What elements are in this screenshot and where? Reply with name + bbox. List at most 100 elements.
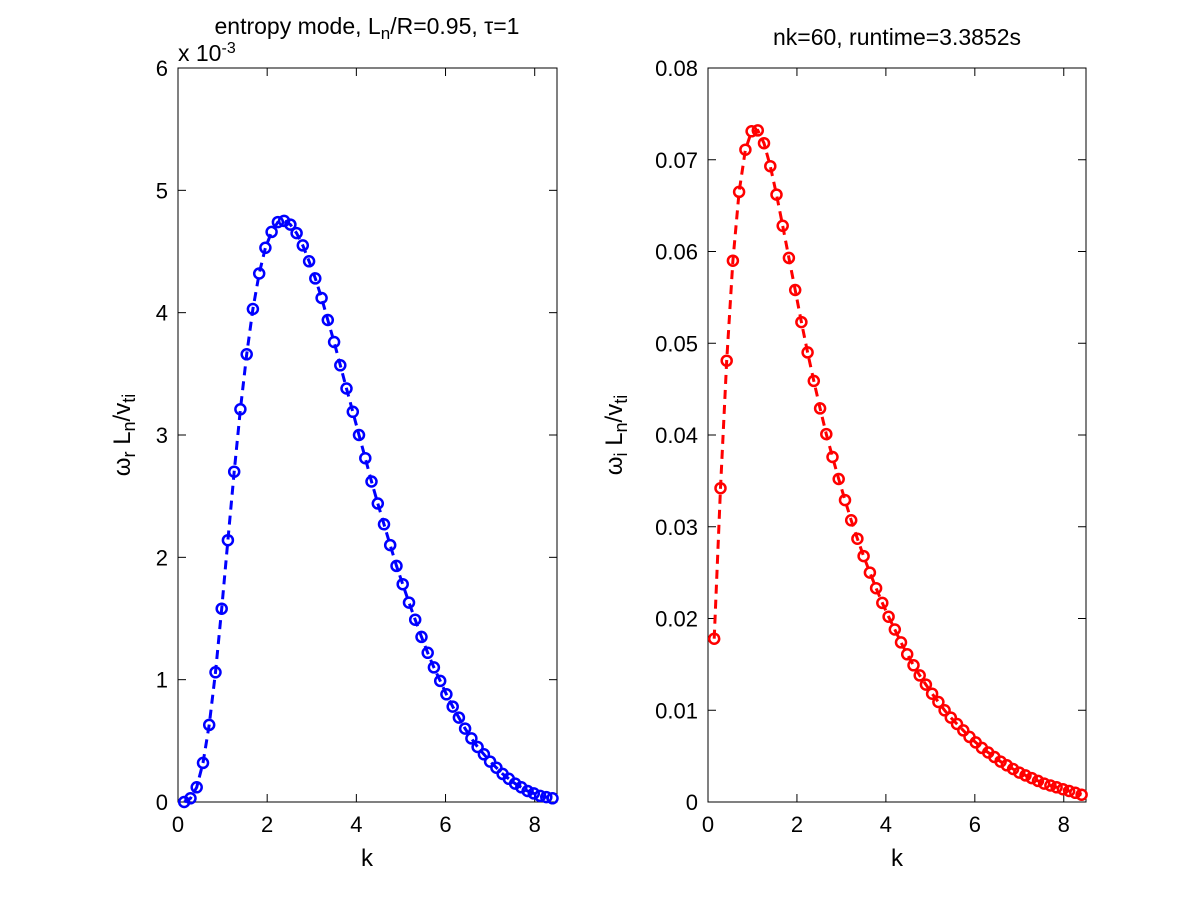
plot-frame bbox=[707, 67, 1087, 803]
x-tick-label: 2 bbox=[791, 812, 803, 837]
data-point bbox=[396, 577, 409, 591]
data-point bbox=[377, 518, 391, 531]
data-point bbox=[246, 302, 260, 316]
data-point bbox=[851, 532, 864, 545]
data-point bbox=[950, 717, 964, 731]
x-tick-label: 8 bbox=[529, 812, 541, 837]
data-point bbox=[1069, 786, 1082, 800]
y-tick-label: 4 bbox=[156, 301, 168, 326]
data-point bbox=[390, 559, 403, 573]
data-point bbox=[533, 789, 547, 803]
data-point bbox=[540, 790, 553, 804]
data-point bbox=[1025, 771, 1038, 785]
data-point bbox=[240, 348, 253, 361]
x-tick-label: 6 bbox=[969, 812, 981, 837]
y-tick-label: 0.08 bbox=[655, 56, 698, 81]
data-point bbox=[776, 219, 789, 233]
series-imag bbox=[707, 124, 1088, 801]
data-point bbox=[365, 475, 378, 488]
data-point bbox=[465, 732, 478, 745]
data-point bbox=[957, 724, 970, 737]
plot-frame bbox=[177, 67, 558, 803]
data-point bbox=[252, 267, 266, 280]
data-point bbox=[869, 581, 883, 595]
data-point bbox=[296, 239, 310, 252]
data-point bbox=[421, 646, 434, 660]
data-point bbox=[321, 313, 335, 327]
axis-ticks: 0 2 4 6 8 0 1 2 3 4 5 6 bbox=[156, 56, 557, 837]
data-point bbox=[919, 678, 933, 691]
data-point bbox=[739, 143, 752, 156]
data-point bbox=[745, 125, 758, 138]
data-point bbox=[844, 514, 858, 527]
data-point bbox=[415, 630, 428, 644]
data-point bbox=[900, 648, 914, 661]
y-tick-label: 0 bbox=[156, 790, 168, 815]
x-axis-label: k bbox=[891, 845, 904, 872]
data-point bbox=[340, 382, 353, 395]
data-point bbox=[770, 188, 783, 201]
data-point bbox=[925, 687, 939, 700]
series-real bbox=[177, 214, 559, 809]
data-point bbox=[383, 538, 397, 552]
data-point bbox=[452, 711, 466, 724]
data-point bbox=[234, 403, 247, 416]
x-tick-label: 2 bbox=[261, 812, 273, 837]
data-point bbox=[284, 218, 297, 231]
data-point bbox=[352, 428, 366, 442]
data-point bbox=[838, 493, 852, 507]
y-tick-label: 6 bbox=[156, 56, 168, 81]
y-tick-label: 0.02 bbox=[655, 607, 698, 632]
y-tick-label: 0 bbox=[686, 790, 698, 815]
data-point bbox=[726, 254, 740, 267]
data-point bbox=[1056, 782, 1070, 796]
data-point bbox=[1031, 774, 1045, 788]
data-point bbox=[315, 291, 328, 305]
data-point bbox=[271, 215, 285, 229]
data-point bbox=[795, 315, 808, 329]
x-tick-label: 0 bbox=[702, 812, 714, 837]
panel-growth-rate: nk=60, runtime=3.3852s k ωi Ln/vti 0 2 4 6 8… bbox=[601, 24, 1088, 872]
data-point bbox=[209, 666, 222, 679]
panel-real-frequency: entropy mode, Ln/R=0.95, τ=1 x 10-3 k ωr… bbox=[109, 13, 559, 872]
data-point bbox=[440, 688, 453, 701]
data-point bbox=[720, 354, 733, 367]
data-point bbox=[346, 405, 360, 419]
data-point bbox=[471, 740, 484, 754]
exponent-label: x 10-3 bbox=[178, 40, 236, 67]
chart-title: entropy mode, Ln/R=0.95, τ=1 bbox=[215, 13, 520, 43]
data-point bbox=[477, 748, 491, 761]
data-point bbox=[1050, 781, 1063, 794]
data-point bbox=[894, 636, 908, 649]
data-point bbox=[227, 465, 241, 478]
x-tick-label: 0 bbox=[172, 812, 184, 837]
data-point bbox=[334, 359, 347, 372]
y-tick-label: 0.05 bbox=[655, 331, 698, 356]
data-point bbox=[408, 613, 422, 626]
data-point bbox=[788, 283, 802, 297]
data-point bbox=[446, 700, 459, 713]
data-point bbox=[707, 632, 721, 645]
data-point bbox=[196, 756, 210, 770]
data-point bbox=[190, 781, 203, 794]
data-point bbox=[259, 241, 272, 255]
data-point bbox=[309, 272, 322, 285]
data-point bbox=[371, 497, 385, 510]
data-point bbox=[302, 255, 316, 268]
data-point bbox=[913, 669, 926, 682]
data-point bbox=[932, 695, 945, 709]
data-point bbox=[290, 226, 303, 240]
data-point bbox=[832, 472, 845, 486]
data-point bbox=[433, 674, 447, 688]
x-tick-label: 6 bbox=[439, 812, 451, 837]
y-axis-label: ωr Ln/vti bbox=[109, 394, 139, 476]
y-tick-label: 0.03 bbox=[655, 515, 698, 540]
data-point bbox=[427, 661, 441, 674]
data-point bbox=[327, 335, 341, 349]
data-point bbox=[1019, 769, 1032, 782]
data-point bbox=[546, 792, 559, 805]
x-tick-label: 4 bbox=[350, 812, 362, 837]
data-point bbox=[521, 784, 534, 798]
y-tick-label: 5 bbox=[156, 178, 168, 203]
